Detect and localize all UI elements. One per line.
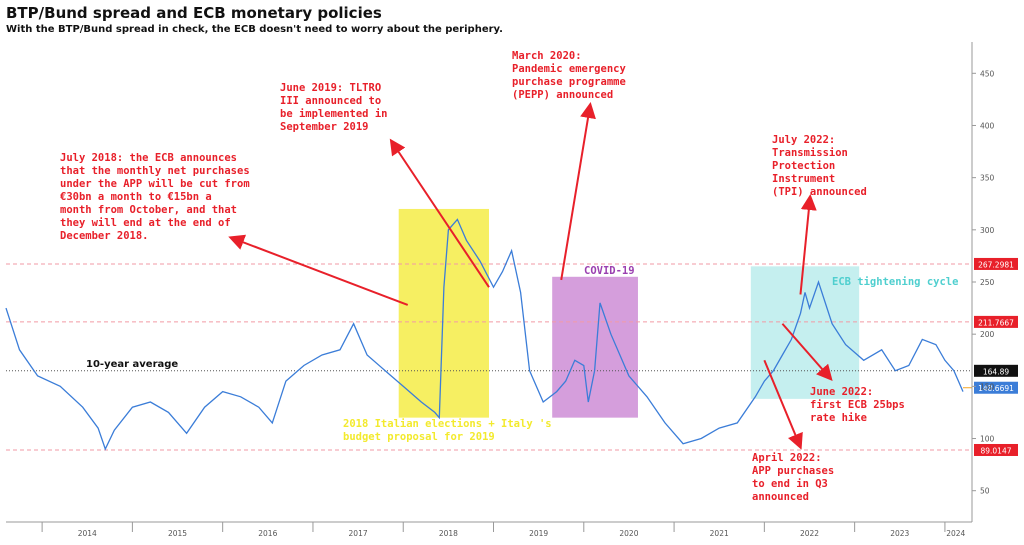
annotation-arrow bbox=[389, 138, 490, 288]
value-tag: 267.2981 bbox=[978, 260, 1014, 269]
shaded-region bbox=[398, 208, 489, 418]
x-tick-label: 2023 bbox=[890, 529, 909, 538]
annotation-june-2022: June 2022: first ECB 25bps rate hike bbox=[810, 386, 905, 424]
x-tick-label: 2020 bbox=[619, 529, 638, 538]
annotation-arrow bbox=[763, 359, 803, 450]
value-tag-bg bbox=[974, 364, 1018, 377]
y-tick-label: 350 bbox=[980, 174, 995, 183]
y-tick-label: 300 bbox=[980, 226, 995, 235]
value-tag-bg bbox=[974, 257, 1018, 270]
chart-subtitle: With the BTP/Bund spread in check, the E… bbox=[6, 24, 503, 35]
annotation-april-2022: April 2022: APP purchases to end in Q3 a… bbox=[752, 452, 835, 503]
value-tag-bg bbox=[974, 443, 1018, 456]
value-tag: 89.0147 bbox=[980, 446, 1011, 455]
x-tick-label: 2015 bbox=[168, 529, 187, 538]
x-tick-label: 2019 bbox=[529, 529, 548, 538]
x-tick-label: 2021 bbox=[710, 529, 729, 538]
annotation-march-2020: March 2020: Pandemic emergency purchase … bbox=[512, 50, 626, 101]
x-tick-label: 2017 bbox=[349, 529, 368, 538]
y-tick-label: 250 bbox=[980, 278, 995, 287]
shade-label-elections: 2018 Italian elections + Italy 's budget… bbox=[343, 418, 552, 443]
chart-title: BTP/Bund spread and ECB monetary policie… bbox=[6, 4, 382, 22]
y-tick-label: 450 bbox=[980, 69, 995, 78]
annotation-july-2022: July 2022: Transmission Protection Instr… bbox=[772, 134, 867, 198]
y-tick-label: 100 bbox=[980, 435, 995, 444]
annotation-arrow bbox=[799, 194, 817, 295]
y-tick-label: 150 bbox=[980, 382, 995, 391]
shaded-region bbox=[552, 276, 638, 418]
annotation-arrow bbox=[228, 234, 409, 306]
annotation-arrow bbox=[781, 323, 833, 382]
value-tag: 164.89 bbox=[983, 367, 1009, 376]
shade-label-tightening: ECB tightening cycle bbox=[832, 276, 959, 288]
average-label: 10-year average bbox=[86, 359, 178, 370]
series-line bbox=[5, 218, 964, 451]
annotation-june-2019: June 2019: TLTRO III announced to be imp… bbox=[280, 82, 388, 133]
x-tick-label: 2018 bbox=[439, 529, 458, 538]
shade-label-covid: COVID-19 bbox=[584, 265, 635, 277]
annotation-arrow bbox=[560, 102, 596, 281]
value-tag-bg bbox=[974, 381, 1018, 394]
x-tick-label: 2024 bbox=[946, 529, 965, 538]
value-tag: 148.6691 bbox=[978, 384, 1014, 393]
annotation-july-2018: July 2018: the ECB announces that the mo… bbox=[60, 152, 250, 242]
x-tick-label: 2022 bbox=[800, 529, 819, 538]
value-tag-bg bbox=[974, 315, 1018, 328]
value-tag: 211.7667 bbox=[978, 318, 1014, 327]
y-tick-label: 50 bbox=[980, 487, 990, 496]
x-tick-label: 2014 bbox=[78, 529, 97, 538]
x-tick-label: 2016 bbox=[258, 529, 277, 538]
y-tick-label: 200 bbox=[980, 330, 995, 339]
y-tick-label: 400 bbox=[980, 121, 995, 130]
